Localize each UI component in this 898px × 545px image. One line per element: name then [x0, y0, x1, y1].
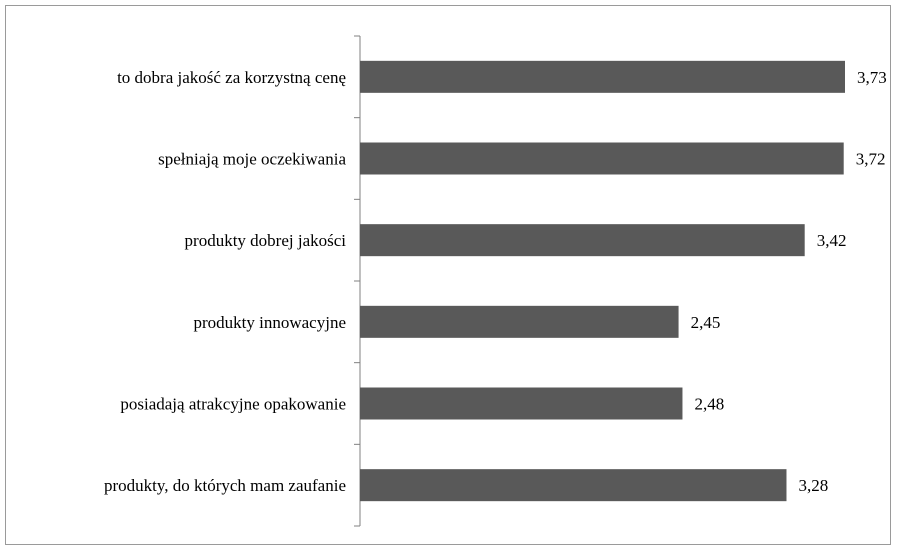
- labels: to dobra jakość za korzystną cenę 3,73 spe…: [104, 68, 887, 495]
- bar: [360, 305, 679, 338]
- category-label: produkty dobrej jakości: [185, 231, 347, 250]
- bars: [360, 60, 845, 502]
- value-label: 3,72: [856, 150, 886, 169]
- bar: [360, 224, 805, 257]
- category-axis: [354, 35, 361, 527]
- chart-frame: [5, 5, 891, 545]
- value-label: 3,28: [798, 476, 828, 495]
- value-label: 3,42: [817, 231, 847, 250]
- category-label: posiadają atrakcyjne opakowanie: [120, 395, 346, 414]
- value-label: 2,48: [694, 395, 724, 414]
- category-label: produkty, do których mam zaufanie: [104, 476, 346, 495]
- value-label: 2,45: [691, 313, 721, 332]
- value-label: 3,73: [857, 68, 887, 87]
- bar: [360, 60, 845, 93]
- category-label: produkty innowacyjne: [194, 313, 347, 332]
- bar: [360, 469, 787, 502]
- category-label: to dobra jakość za korzystną cenę: [117, 68, 346, 87]
- category-label: spełniają moje oczekiwania: [158, 150, 346, 169]
- bar: [360, 142, 844, 175]
- bar: [360, 387, 683, 420]
